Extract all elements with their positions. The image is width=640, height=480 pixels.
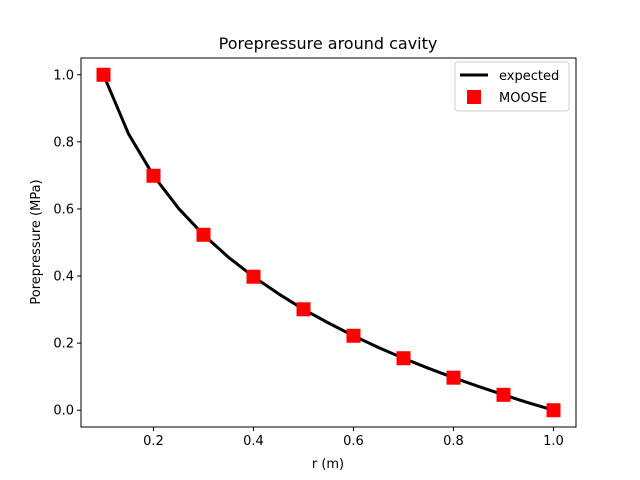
expected-line — [102, 74, 554, 412]
y-tick-label: 1.0 — [53, 68, 74, 83]
y-axis-label: Porepressure (MPa) — [29, 179, 44, 304]
y-tick-label: 0.0 — [53, 404, 74, 419]
moose-data-point — [296, 302, 311, 317]
legend-expected-label: expected — [499, 69, 559, 84]
y-tick-label: 0.8 — [53, 135, 74, 150]
legend: expected MOOSE — [454, 61, 570, 112]
moose-data-point — [446, 370, 461, 385]
moose-data-point — [346, 328, 361, 343]
y-tick-label: 0.6 — [53, 202, 74, 217]
plot-frame — [80, 57, 577, 428]
x-tick-label: 0.4 — [243, 434, 264, 449]
x-tick-label: 0.2 — [143, 434, 164, 449]
chart-title: Porepressure around cavity — [219, 34, 438, 53]
moose-data-point — [546, 403, 561, 418]
moose-data-point — [246, 269, 261, 284]
y-tick-label: 0.2 — [53, 337, 74, 352]
legend-moose-label: MOOSE — [499, 91, 547, 106]
x-axis-label: r (m) — [312, 457, 344, 472]
moose-data-point — [196, 227, 211, 242]
moose-data-point — [396, 351, 411, 366]
x-tick-label: 0.6 — [343, 434, 364, 449]
legend-moose-swatch — [467, 90, 481, 104]
x-tick-label: 1.0 — [543, 434, 564, 449]
moose-data-point — [146, 168, 161, 183]
moose-data-point — [96, 67, 111, 82]
x-tick-label: 0.8 — [443, 434, 464, 449]
y-tick-label: 0.4 — [53, 270, 74, 285]
moose-data-point — [496, 387, 511, 402]
